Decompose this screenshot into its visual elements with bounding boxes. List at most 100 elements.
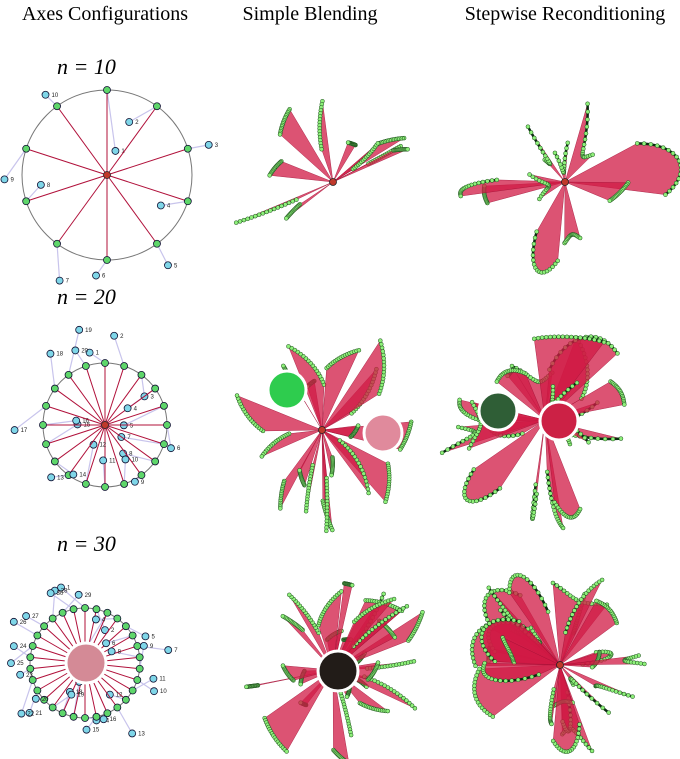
axis-node [137,471,146,480]
trail-dot [546,480,551,486]
axis-label: 2 [120,334,124,340]
trail-dot [532,506,537,511]
axis-spoke [104,374,142,426]
lavender-link [111,650,140,658]
trail-dot [558,393,564,399]
axes-configuration: 1234567891011121314151617181920 [10,325,181,491]
target-node [99,456,108,465]
trail-dot [552,150,558,156]
trail-dot [578,335,583,340]
trail-dot [488,492,493,498]
axis-label: 6 [102,274,106,280]
axis-node [22,144,31,153]
axis-spoke [85,424,106,485]
trail-dot [674,154,679,160]
blend-drawing [439,334,627,531]
trail-dot [524,577,530,582]
trail-dot [469,647,475,652]
trail-dot [561,588,567,594]
axis-label: 14 [79,473,86,479]
trail-dot [506,433,511,439]
column-header: Simple Blending [243,3,378,25]
axis-node [81,480,90,488]
lavender-link [20,679,34,714]
axis-label: 10 [160,689,167,695]
trail-dot [355,423,361,428]
trail-dot [369,627,375,632]
axis-label: 4 [167,204,171,210]
trail-dot [464,481,469,486]
target-node [74,590,83,599]
axis-label: 11 [159,677,166,683]
trail-dot [568,616,573,622]
axis-node [183,144,192,153]
axis-node [42,401,50,410]
center-node [329,178,337,186]
trail-dot [492,593,497,599]
center-node [556,661,564,669]
trail-dot [468,442,474,447]
target-node [17,709,26,718]
trail-dot [497,601,503,606]
target-node [92,615,100,624]
trail-dot [576,731,581,736]
trail-dot [485,178,490,184]
axis-label: 16 [110,717,117,723]
axis-label: 6 [112,641,116,647]
trail-dot [480,179,486,185]
axis-label: 24 [20,644,27,650]
trail-dot [412,706,418,711]
lavender-link [56,243,61,281]
trail-dot [290,199,295,204]
trail-dot [566,621,571,626]
axis-label: 23 [26,673,33,679]
axis-node [92,712,101,721]
axis-node [133,676,142,684]
trail-dot [530,247,536,253]
trail-dot [379,595,385,601]
lavender-link [3,148,27,180]
trail-dot [345,140,351,145]
lavender-link [86,612,108,647]
trail-dot [622,402,627,407]
lavender-link [116,707,133,734]
trail-dot [379,345,385,351]
axis-node [81,604,89,612]
trail-dot [612,347,617,353]
trail-dot [532,135,537,141]
trail-dot [364,482,370,488]
trail-dot [531,241,537,247]
trail-dot [397,608,402,613]
axis-node [133,642,142,650]
trail-dot [547,486,552,491]
target-node [167,444,175,453]
trail-dot [667,188,672,194]
trail-dot [493,677,498,683]
trail-dot [550,264,555,270]
trail-dot [366,630,372,635]
axis-node [42,440,50,449]
target-node [121,455,130,464]
axis-spoke [104,424,125,485]
trail-dot [275,205,281,210]
trail-dot [499,587,505,593]
target-node [9,642,18,651]
marker [362,412,404,454]
trail-dot [388,687,394,692]
trail-dot [385,685,391,690]
trail-dot [573,681,579,686]
trail-dot [349,582,355,588]
trail-dot [531,257,536,263]
axis-spoke [106,105,158,176]
trail-dot [578,597,584,602]
trail-dot [457,397,462,403]
trail-dot [533,482,538,487]
trail-dot [580,738,586,744]
trail-dot [585,117,590,122]
trail-dot [366,490,371,496]
trail-dot [594,598,599,604]
trail-dot [483,495,488,500]
trail-dot [529,674,535,680]
trail-dot [594,700,600,706]
trail-dot [286,344,291,349]
